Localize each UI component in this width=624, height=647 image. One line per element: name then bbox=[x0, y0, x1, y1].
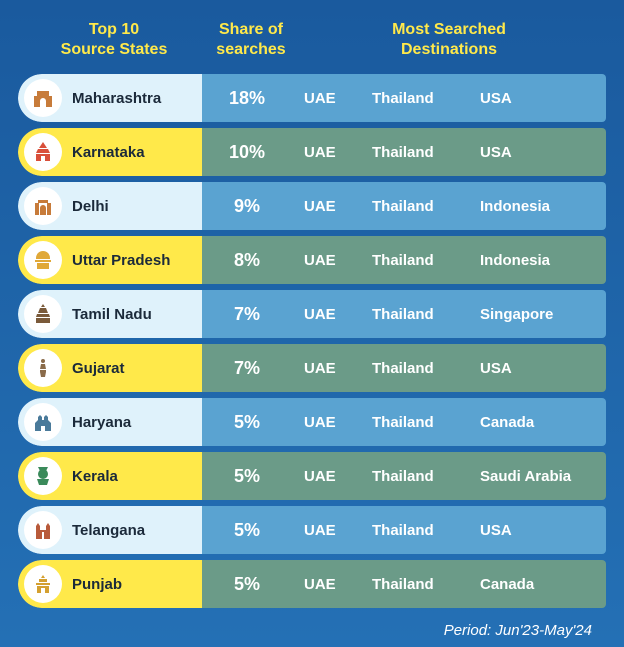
state-name: Tamil Nadu bbox=[72, 306, 152, 323]
destination-3: Singapore bbox=[480, 306, 606, 323]
state-name: Karnataka bbox=[72, 144, 145, 161]
table-row: Tamil Nadu7%UAEThailandSingapore bbox=[18, 290, 606, 338]
state-cell: Telangana bbox=[18, 506, 202, 554]
header-share: Share ofsearches bbox=[206, 20, 296, 60]
destination-2: Thailand bbox=[372, 576, 480, 593]
share-cell: 5% bbox=[202, 452, 292, 500]
palace-icon bbox=[24, 403, 62, 441]
state-name: Maharashtra bbox=[72, 90, 161, 107]
destinations-cell: UAEThailandUSA bbox=[292, 128, 606, 176]
dome-icon bbox=[24, 241, 62, 279]
destination-2: Thailand bbox=[372, 198, 480, 215]
destination-3: USA bbox=[480, 90, 606, 107]
header-destinations: Most SearchedDestinations bbox=[296, 20, 602, 60]
table-row: Delhi9%UAEThailandIndonesia bbox=[18, 182, 606, 230]
statue-icon bbox=[24, 349, 62, 387]
share-cell: 7% bbox=[202, 290, 292, 338]
table-row: Kerala5%UAEThailandSaudi Arabia bbox=[18, 452, 606, 500]
destination-3: Indonesia bbox=[480, 252, 606, 269]
rows-container: Maharashtra18%UAEThailandUSAKarnataka10%… bbox=[18, 74, 606, 608]
destinations-cell: UAEThailandUSA bbox=[292, 74, 606, 122]
destination-2: Thailand bbox=[372, 252, 480, 269]
destination-1: UAE bbox=[304, 522, 372, 539]
destination-2: Thailand bbox=[372, 144, 480, 161]
charminar-icon bbox=[24, 511, 62, 549]
state-name: Gujarat bbox=[72, 360, 125, 377]
state-cell: Uttar Pradesh bbox=[18, 236, 202, 284]
destination-1: UAE bbox=[304, 468, 372, 485]
table-row: Gujarat7%UAEThailandUSA bbox=[18, 344, 606, 392]
destination-1: UAE bbox=[304, 576, 372, 593]
gopuram-icon bbox=[24, 295, 62, 333]
destination-1: UAE bbox=[304, 414, 372, 431]
destination-1: UAE bbox=[304, 360, 372, 377]
destination-3: Canada bbox=[480, 414, 606, 431]
share-cell: 7% bbox=[202, 344, 292, 392]
state-cell: Maharashtra bbox=[18, 74, 202, 122]
state-name: Punjab bbox=[72, 576, 122, 593]
table-row: Telangana5%UAEThailandUSA bbox=[18, 506, 606, 554]
state-name: Delhi bbox=[72, 198, 109, 215]
state-cell: Karnataka bbox=[18, 128, 202, 176]
table-row: Uttar Pradesh8%UAEThailandIndonesia bbox=[18, 236, 606, 284]
destinations-cell: UAEThailandSingapore bbox=[292, 290, 606, 338]
destination-1: UAE bbox=[304, 198, 372, 215]
state-cell: Tamil Nadu bbox=[18, 290, 202, 338]
destination-1: UAE bbox=[304, 252, 372, 269]
destinations-cell: UAEThailandCanada bbox=[292, 398, 606, 446]
destinations-cell: UAEThailandSaudi Arabia bbox=[292, 452, 606, 500]
share-cell: 10% bbox=[202, 128, 292, 176]
share-cell: 5% bbox=[202, 560, 292, 608]
destination-1: UAE bbox=[304, 90, 372, 107]
destination-2: Thailand bbox=[372, 360, 480, 377]
destinations-cell: UAEThailandCanada bbox=[292, 560, 606, 608]
destination-3: USA bbox=[480, 144, 606, 161]
destination-2: Thailand bbox=[372, 414, 480, 431]
destination-2: Thailand bbox=[372, 468, 480, 485]
share-cell: 9% bbox=[202, 182, 292, 230]
state-cell: Punjab bbox=[18, 560, 202, 608]
destination-2: Thailand bbox=[372, 90, 480, 107]
share-cell: 8% bbox=[202, 236, 292, 284]
state-name: Telangana bbox=[72, 522, 145, 539]
state-cell: Gujarat bbox=[18, 344, 202, 392]
state-cell: Delhi bbox=[18, 182, 202, 230]
gateway-icon bbox=[24, 79, 62, 117]
destinations-cell: UAEThailandUSA bbox=[292, 344, 606, 392]
kathakali-icon bbox=[24, 457, 62, 495]
period-label: Period: Jun'23-May'24 bbox=[18, 622, 606, 639]
destinations-cell: UAEThailandIndonesia bbox=[292, 236, 606, 284]
indiagate-icon bbox=[24, 187, 62, 225]
state-name: Kerala bbox=[72, 468, 118, 485]
share-cell: 18% bbox=[202, 74, 292, 122]
table-row: Karnataka10%UAEThailandUSA bbox=[18, 128, 606, 176]
destination-2: Thailand bbox=[372, 522, 480, 539]
state-name: Haryana bbox=[72, 414, 131, 431]
destination-3: USA bbox=[480, 360, 606, 377]
share-cell: 5% bbox=[202, 506, 292, 554]
temple-icon bbox=[24, 133, 62, 171]
destination-2: Thailand bbox=[372, 306, 480, 323]
table-row: Punjab5%UAEThailandCanada bbox=[18, 560, 606, 608]
header-source-states: Top 10Source States bbox=[22, 20, 206, 60]
destinations-cell: UAEThailandUSA bbox=[292, 506, 606, 554]
state-cell: Kerala bbox=[18, 452, 202, 500]
destination-3: Indonesia bbox=[480, 198, 606, 215]
table-header-row: Top 10Source States Share ofsearches Mos… bbox=[18, 20, 606, 60]
golden-icon bbox=[24, 565, 62, 603]
table-row: Maharashtra18%UAEThailandUSA bbox=[18, 74, 606, 122]
state-name: Uttar Pradesh bbox=[72, 252, 170, 269]
share-cell: 5% bbox=[202, 398, 292, 446]
destination-3: Saudi Arabia bbox=[480, 468, 606, 485]
state-cell: Haryana bbox=[18, 398, 202, 446]
table-row: Haryana5%UAEThailandCanada bbox=[18, 398, 606, 446]
destination-1: UAE bbox=[304, 306, 372, 323]
destination-3: USA bbox=[480, 522, 606, 539]
destination-3: Canada bbox=[480, 576, 606, 593]
destination-1: UAE bbox=[304, 144, 372, 161]
destinations-cell: UAEThailandIndonesia bbox=[292, 182, 606, 230]
